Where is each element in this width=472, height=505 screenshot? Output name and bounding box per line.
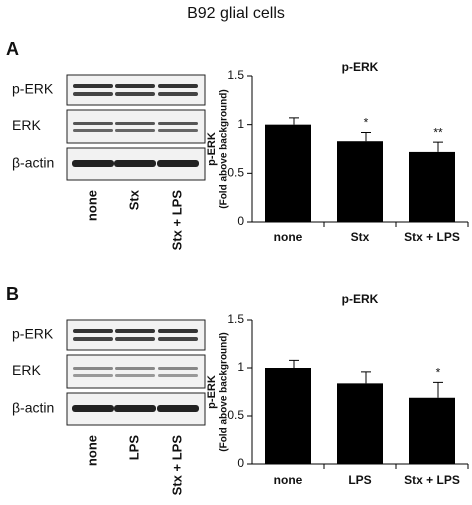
band [115, 329, 155, 333]
bar [409, 397, 455, 464]
significance-label: ** [433, 125, 443, 139]
band [73, 337, 113, 341]
error-bar [289, 359, 299, 368]
bar [265, 124, 311, 222]
x-tick-label: none [274, 230, 303, 244]
error-bar [361, 131, 371, 142]
x-tick-label: Stx [351, 230, 370, 244]
blot [66, 74, 206, 106]
band [115, 337, 155, 341]
blot [66, 319, 206, 351]
panel-letter: B [6, 284, 19, 304]
panel-letter: A [6, 39, 19, 59]
band [114, 160, 156, 167]
error-bar [361, 371, 371, 384]
blot-row-label: β-actin [12, 155, 54, 171]
band [157, 405, 199, 412]
error-bar [433, 141, 443, 152]
blot-row-label: p-ERK [12, 326, 54, 342]
band [72, 160, 114, 167]
band [73, 329, 113, 333]
y-tick-label: 1 [237, 117, 244, 131]
band [73, 84, 113, 88]
bar [337, 383, 383, 464]
band [73, 374, 113, 377]
blot [66, 354, 206, 389]
band [115, 374, 155, 377]
band [158, 329, 198, 333]
band [158, 129, 198, 132]
lane-label: Stx [126, 189, 141, 210]
band [115, 122, 155, 125]
band [73, 92, 113, 96]
y-axis-label: p-ERK [206, 132, 218, 166]
bar [409, 151, 455, 222]
band [157, 160, 199, 167]
error-bar [433, 381, 443, 398]
chart-title: p-ERK [342, 292, 379, 306]
band [115, 367, 155, 370]
band [115, 84, 155, 88]
lane-label: Stx + LPS [169, 190, 184, 251]
band [158, 374, 198, 377]
lane-label: none [84, 435, 99, 466]
figure-title: B92 glial cells [187, 5, 285, 22]
x-tick-label: none [274, 473, 303, 487]
lane-label: Stx + LPS [169, 435, 184, 496]
y-tick-label: 1.5 [227, 312, 244, 326]
error-bar [289, 117, 299, 125]
blot-row-label: β-actin [12, 400, 54, 416]
band [158, 84, 198, 88]
x-tick-label: Stx + LPS [404, 230, 460, 244]
significance-label: * [364, 116, 369, 130]
band [114, 405, 156, 412]
lane-label: none [84, 190, 99, 221]
band [73, 129, 113, 132]
x-tick-label: LPS [348, 473, 371, 487]
blot-row-label: p-ERK [12, 81, 54, 97]
band [73, 367, 113, 370]
lane-label: LPS [126, 435, 141, 461]
blot-row-label: ERK [12, 362, 41, 378]
y-axis-label: (Fold above background) [219, 89, 230, 208]
chart-title: p-ERK [342, 60, 379, 74]
blot [66, 109, 206, 144]
band [158, 122, 198, 125]
band [158, 337, 198, 341]
band [115, 129, 155, 132]
band [73, 122, 113, 125]
y-tick-label: 0.5 [227, 166, 244, 180]
band [72, 405, 114, 412]
bar [265, 368, 311, 464]
y-tick-label: 0 [237, 214, 244, 228]
band [115, 92, 155, 96]
band [158, 92, 198, 96]
y-axis-label: p-ERK [206, 375, 218, 409]
y-tick-label: 1.5 [227, 68, 244, 82]
y-tick-label: 0 [237, 456, 244, 470]
x-tick-label: Stx + LPS [404, 473, 460, 487]
blot-row-label: ERK [12, 117, 41, 133]
band [158, 367, 198, 370]
bar [337, 141, 383, 222]
significance-label: * [436, 366, 441, 380]
y-tick-label: 1 [237, 360, 244, 374]
y-axis-label: (Fold above background) [219, 332, 230, 451]
y-tick-label: 0.5 [227, 408, 244, 422]
